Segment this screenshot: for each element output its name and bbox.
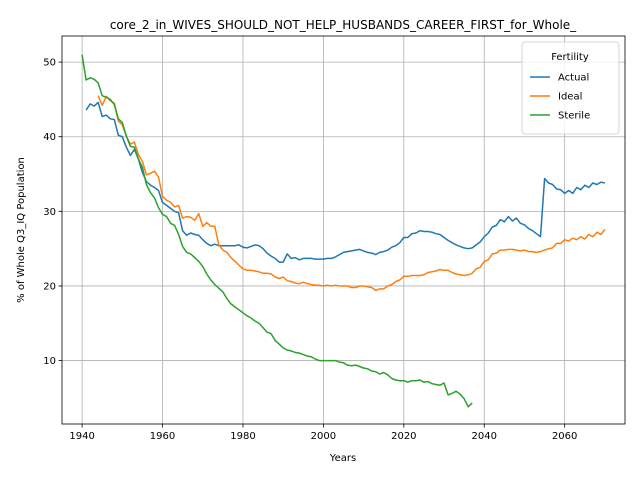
y-tick-label: 40 bbox=[43, 132, 56, 143]
y-tick-label: 10 bbox=[43, 356, 56, 367]
x-tick-label: 1940 bbox=[69, 431, 94, 442]
x-tick-label: 2060 bbox=[552, 431, 577, 442]
x-tick-label: 2020 bbox=[391, 431, 416, 442]
chart-title: core_2_in_WIVES_SHOULD_NOT_HELP_HUSBANDS… bbox=[110, 18, 577, 32]
legend-items: Actual Ideal Sterile bbox=[530, 73, 590, 122]
plot-frame bbox=[61, 35, 626, 425]
legend-box bbox=[521, 41, 620, 135]
grid bbox=[62, 36, 625, 424]
y-tick-label: 20 bbox=[43, 281, 56, 292]
y-tick-label: 50 bbox=[43, 58, 56, 69]
legend-label-sterile: Sterile bbox=[558, 111, 590, 122]
x-tick-label: 1980 bbox=[230, 431, 255, 442]
x-tick-label: 1960 bbox=[150, 431, 175, 442]
x-tick-label: 2040 bbox=[472, 431, 497, 442]
x-tick-label: 2000 bbox=[311, 431, 336, 442]
legend-title: Fertility bbox=[551, 52, 589, 63]
legend-label-ideal: Ideal bbox=[558, 92, 582, 103]
y-axis-title: % of Whole Q3_IQ Population bbox=[16, 157, 27, 303]
legend: Fertility Actual Ideal Sterile bbox=[521, 41, 620, 135]
series-line-ideal bbox=[97, 95, 606, 292]
legend-label-actual: Actual bbox=[558, 73, 589, 84]
x-axis-title: Years bbox=[329, 453, 356, 464]
series-line-actual bbox=[85, 101, 606, 263]
axis-ticks: 1940 1960 1980 2000 2020 2040 2060 10 20 30 40 50 bbox=[43, 58, 577, 442]
y-tick-label: 30 bbox=[43, 207, 56, 218]
series-lines bbox=[81, 54, 606, 408]
series-line-sterile bbox=[81, 54, 473, 408]
